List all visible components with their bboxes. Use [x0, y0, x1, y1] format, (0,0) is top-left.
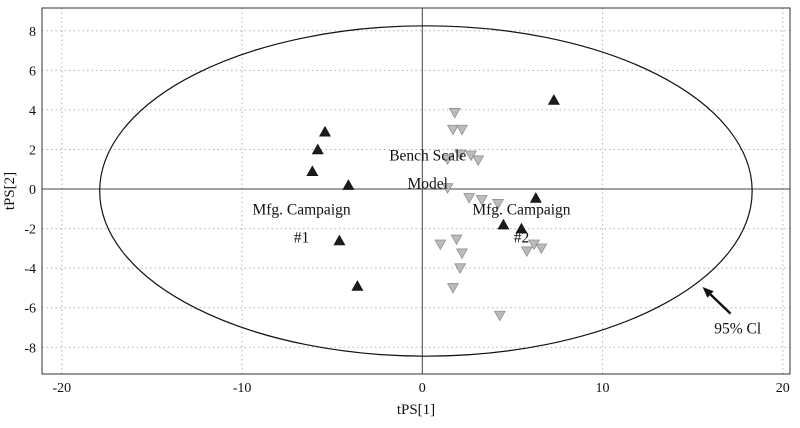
x-tick-label: -20 — [52, 381, 71, 396]
data-point-mfg — [547, 94, 560, 105]
y-tick-label: 2 — [29, 143, 36, 158]
data-point-bench — [535, 243, 548, 255]
data-point-mfg — [311, 143, 324, 155]
data-point-bench — [441, 154, 454, 166]
data-point-bench — [454, 263, 467, 274]
data-point-bench — [441, 183, 454, 194]
annotation-text: Model — [407, 175, 447, 192]
data-point-bench — [455, 124, 468, 136]
y-tick-label: 8 — [29, 25, 36, 40]
gridlines — [42, 8, 790, 374]
annotation-text: Mfg. Campaign — [252, 202, 350, 219]
x-tick-label: 20 — [776, 381, 790, 396]
data-point-bench — [448, 108, 461, 119]
data-point-mfg — [333, 234, 346, 246]
y-tick-label: -2 — [24, 223, 36, 238]
ci-arrow-shaft — [709, 293, 732, 315]
plot-border — [41, 7, 791, 375]
data-point-bench — [472, 155, 485, 167]
annotation-text: Bench Scale — [389, 147, 466, 164]
zero-axes — [42, 8, 790, 374]
data-point-bench — [454, 149, 467, 161]
x-axis-label: tPS[1] — [397, 402, 435, 418]
annotation-text: #2 — [514, 230, 530, 247]
data-point-bench — [475, 195, 488, 206]
y-tick-label: 0 — [29, 183, 36, 198]
data-point-bench — [492, 199, 504, 210]
data-point-bench — [434, 239, 447, 251]
annotations: Bench Scale Model Mfg. Campaign #1 Mfg. Camp… — [252, 147, 761, 337]
data-point-mfg — [342, 179, 355, 190]
data-point-bench — [450, 234, 463, 246]
x-tick-label: 10 — [596, 381, 610, 396]
data-point-mfg — [318, 125, 331, 137]
ci-arrow-head — [702, 286, 714, 298]
y-tick-label: 4 — [29, 104, 36, 119]
data-point-mfg — [529, 192, 542, 203]
y-tick-label: -8 — [24, 341, 36, 356]
data-point-bench — [446, 283, 459, 294]
annotation-text: Mfg. Campaign — [472, 202, 570, 219]
y-tick-label: -6 — [24, 302, 36, 317]
data-point-bench — [493, 310, 506, 322]
x-tick-label: -10 — [233, 381, 252, 396]
data-point-mfg — [306, 165, 319, 177]
y-tick-label: 6 — [29, 64, 36, 79]
annotation-text: 95% Cl — [714, 320, 761, 337]
confidence-ellipse — [99, 25, 753, 357]
series-0 — [306, 94, 560, 291]
data-point-bench — [463, 193, 476, 204]
data-point-mfg — [351, 280, 364, 291]
annotation-text: #1 — [294, 230, 310, 247]
data-point-bench — [455, 248, 468, 260]
data-point-bench — [446, 124, 459, 136]
y-axis-label: tPS[2] — [2, 172, 18, 210]
data-point-bench — [520, 246, 533, 258]
data-point-mfg — [497, 218, 510, 230]
x-tick-label: 0 — [419, 381, 426, 396]
y-tick-label: -4 — [24, 262, 36, 277]
series-1 — [434, 108, 548, 322]
data-point-mfg — [515, 222, 528, 234]
